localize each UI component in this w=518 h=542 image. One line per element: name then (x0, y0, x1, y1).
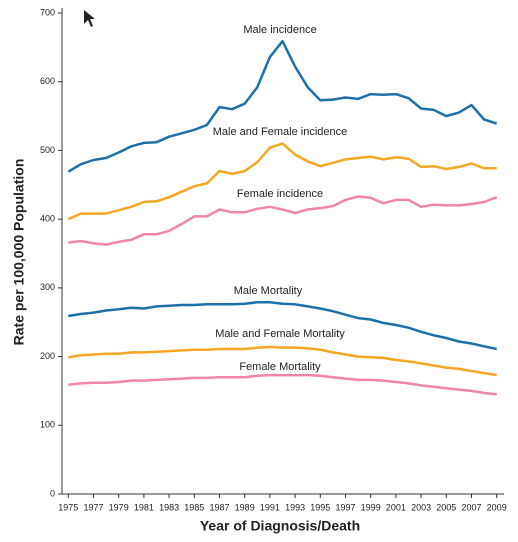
x-tick-label: 2003 (411, 502, 431, 512)
series-label: Male incidence (243, 24, 316, 36)
cursor-icon (84, 10, 95, 27)
y-tick-label: 700 (40, 7, 55, 17)
x-tick-label: 1991 (260, 502, 280, 512)
series-line (68, 345, 497, 377)
x-tick-label: 2007 (461, 502, 481, 512)
series-label: Female Mortality (239, 361, 321, 373)
y-tick-label: 300 (40, 282, 55, 292)
series-line (67, 39, 498, 173)
y-tick-label: 0 (50, 488, 55, 498)
x-tick-label: 1989 (235, 502, 255, 512)
y-tick-label: 200 (40, 351, 55, 361)
x-tick-label: 1983 (159, 502, 179, 512)
series-line (67, 142, 497, 221)
y-tick-label: 100 (40, 420, 55, 430)
y-tick-label: 600 (40, 76, 55, 86)
x-tick-label: 1977 (83, 502, 103, 512)
x-tick-label: 2009 (487, 502, 507, 512)
x-tick-label: 2005 (436, 502, 456, 512)
x-tick-label: 1993 (285, 502, 305, 512)
series-label: Male and Female incidence (213, 126, 348, 138)
y-axis-title: Rate per 100,000 Population (11, 159, 27, 346)
y-tick-label: 500 (40, 145, 55, 155)
x-axis-title: Year of Diagnosis/Death (200, 518, 360, 534)
series-label: Male and Female Mortality (215, 328, 345, 340)
x-tick-label: 1997 (335, 502, 355, 512)
series-label: Male Mortality (234, 285, 303, 297)
x-tick-label: 1999 (361, 502, 381, 512)
x-tick-label: 1981 (134, 502, 154, 512)
y-tick-label: 400 (40, 214, 55, 224)
x-tick-label: 1975 (58, 502, 78, 512)
series-label: Female incidence (237, 188, 323, 200)
x-tick-label: 1985 (184, 502, 204, 512)
series-line (68, 195, 498, 246)
x-tick-label: 1987 (209, 502, 229, 512)
series-line (68, 301, 497, 351)
x-tick-label: 1995 (310, 502, 330, 512)
x-tick-label: 2001 (386, 502, 406, 512)
series-line (68, 373, 497, 396)
x-tick-label: 1979 (109, 502, 129, 512)
